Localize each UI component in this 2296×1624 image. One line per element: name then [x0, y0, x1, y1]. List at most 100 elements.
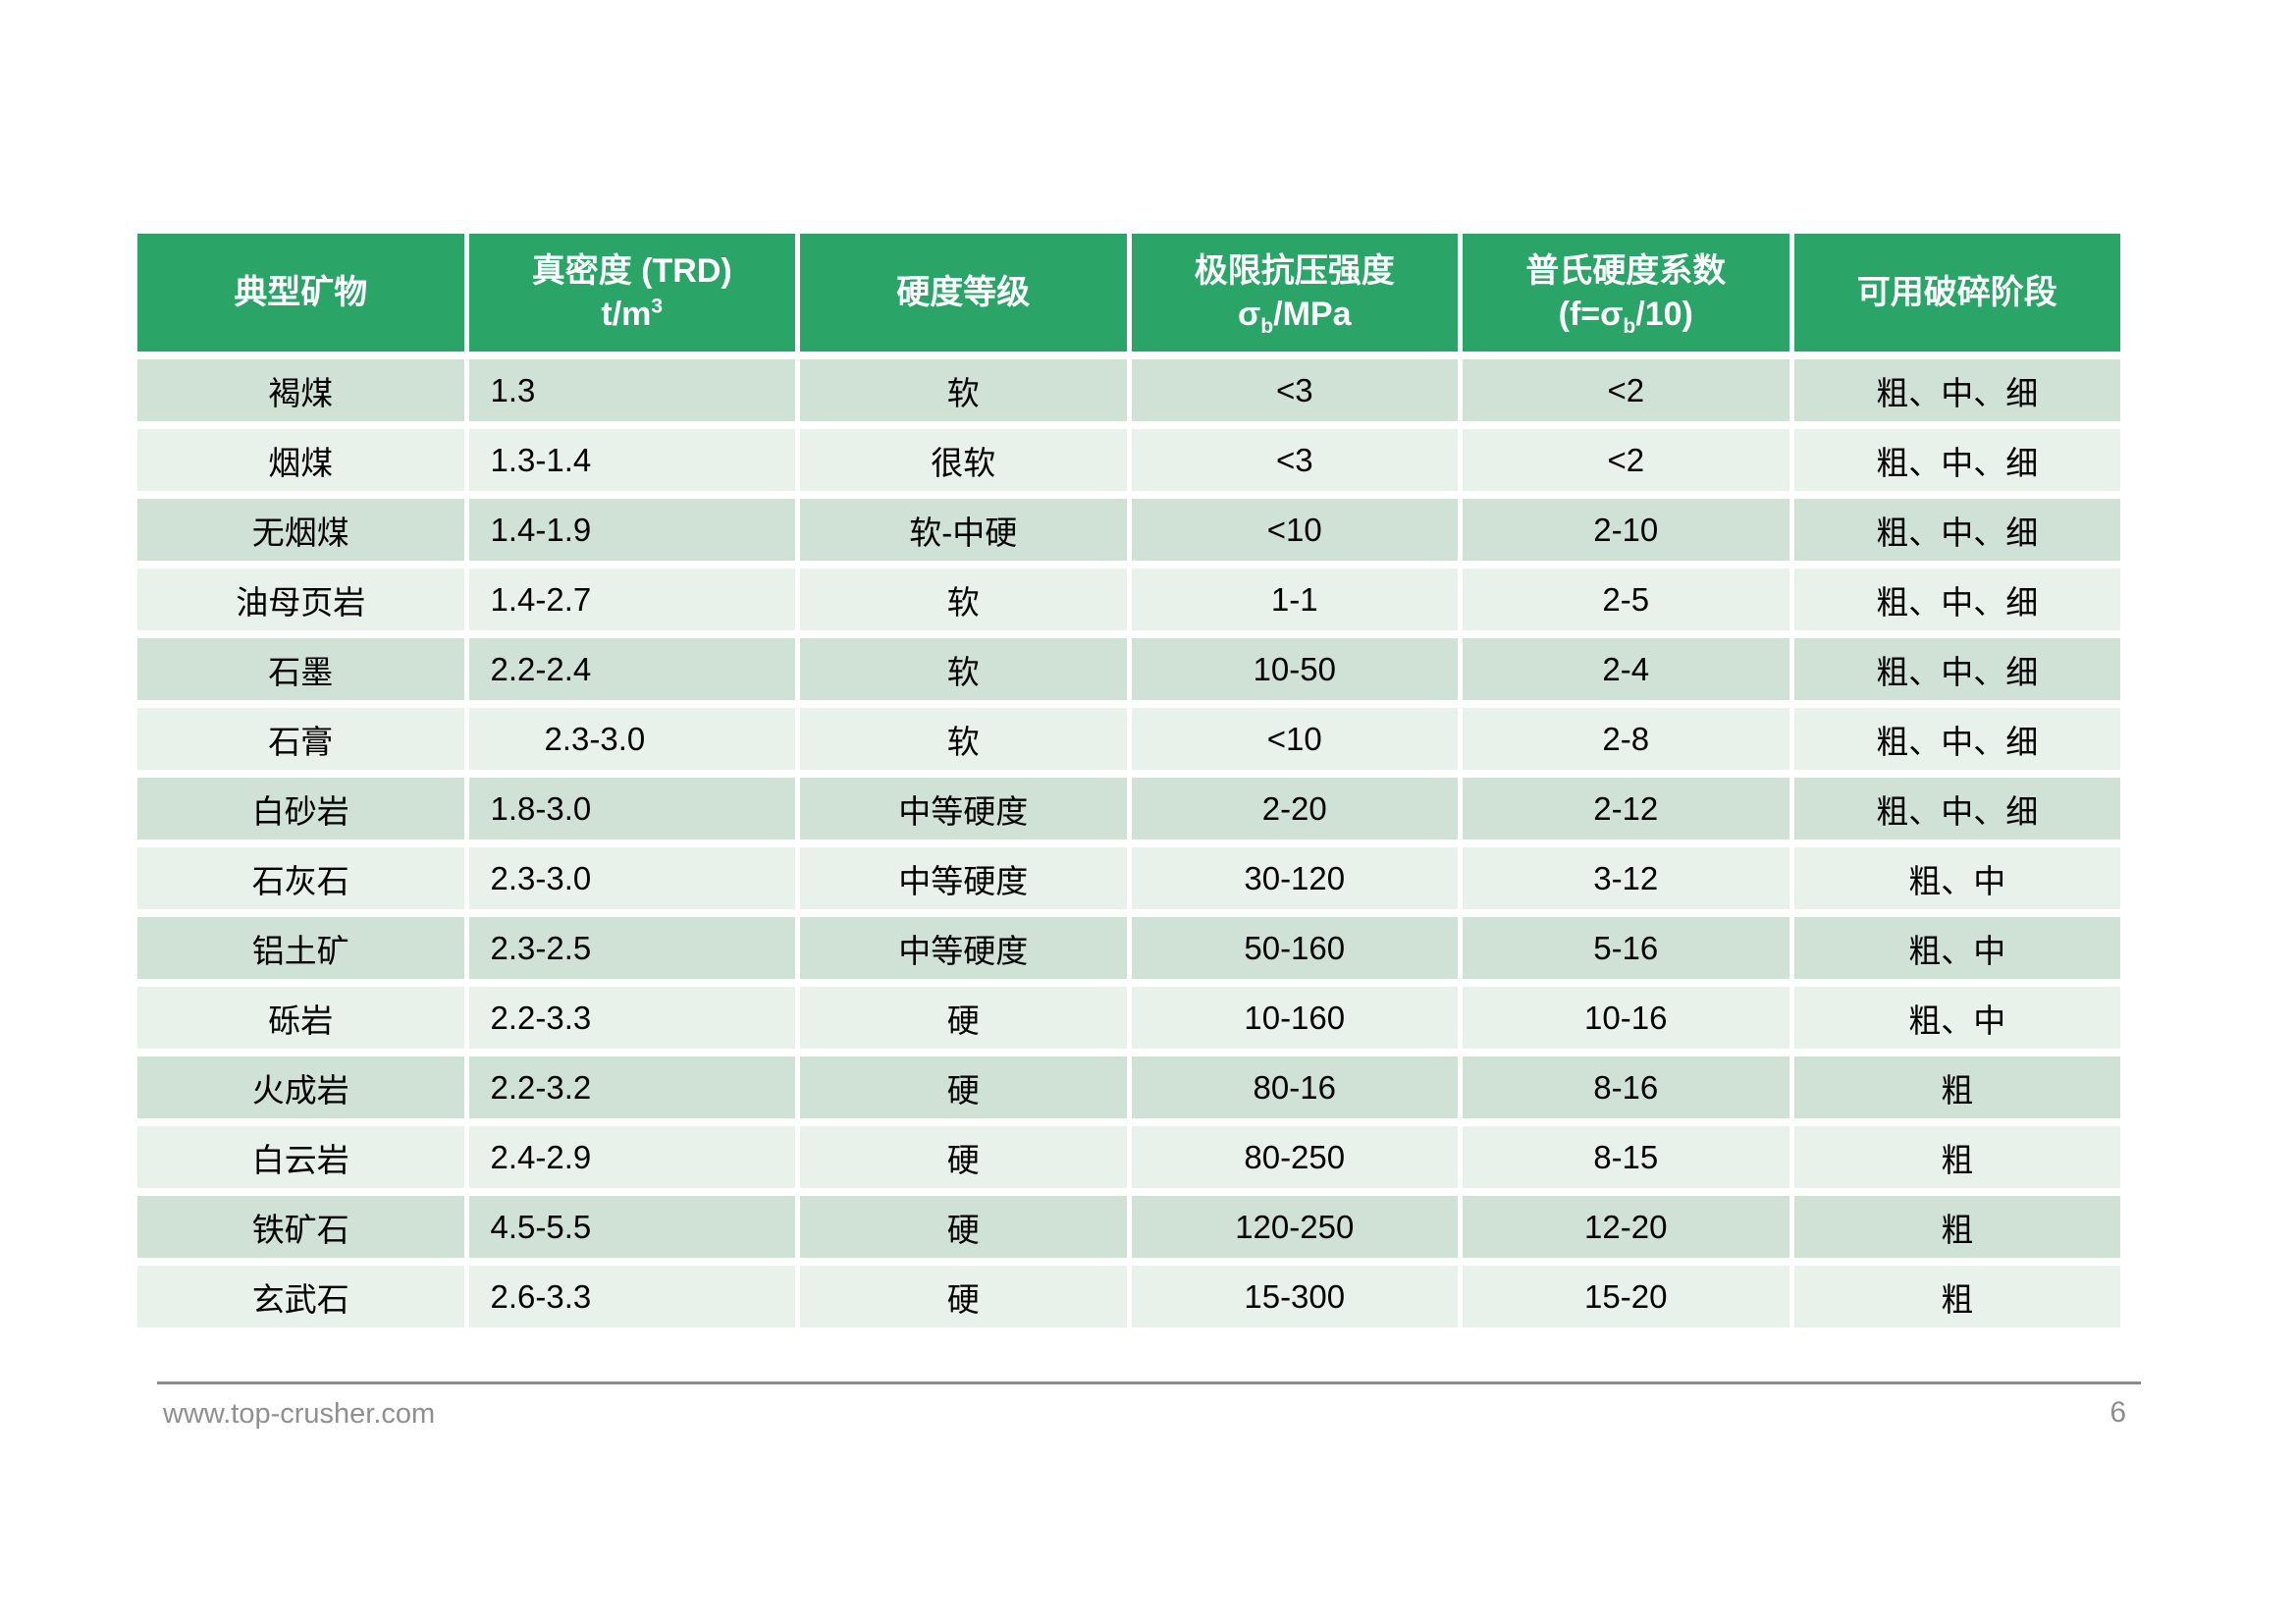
table-cell: 10-160 — [1131, 987, 1458, 1049]
table-cell: 中等硬度 — [800, 847, 1127, 909]
header-cell-coefficient: 普氏硬度系数 (f=σb/10) — [1463, 234, 1789, 352]
table-cell: 2.6-3.3 — [468, 1266, 795, 1327]
table-row: 石膏 2.3-3.0 软 <10 2-8 粗、中、细 — [137, 708, 2120, 770]
table-cell: 1-1 — [1131, 568, 1458, 630]
table-cell: 很软 — [800, 429, 1127, 491]
table-cell: 粗、中、细 — [1793, 568, 2120, 630]
table-cell: <10 — [1131, 708, 1458, 770]
table-cell: 50-160 — [1131, 917, 1458, 979]
table-cell: 2-12 — [1463, 778, 1789, 839]
table-cell: 15-300 — [1131, 1266, 1458, 1327]
table-header-row: 典型矿物 真密度 (TRD) t/m3 硬度等级 极限抗压强度 σb/MPa 普… — [137, 234, 2120, 352]
header-label: 硬度等级 — [896, 273, 1031, 311]
table-cell: 2.3-3.0 — [468, 847, 795, 909]
table-cell: 2.2-3.2 — [468, 1056, 795, 1118]
table-cell: 5-16 — [1463, 917, 1789, 979]
table-row: 玄武石 2.6-3.3 硬 15-300 15-20 粗 — [137, 1266, 2120, 1327]
table-cell: 烟煤 — [137, 429, 464, 491]
table-cell: 粗 — [1793, 1056, 2120, 1118]
table-row: 白云岩 2.4-2.9 硬 80-250 8-15 粗 — [137, 1126, 2120, 1188]
footer-divider — [157, 1381, 2141, 1384]
table-cell: 石膏 — [137, 708, 464, 770]
header-label: 真密度 (TRD) — [531, 251, 732, 290]
table-cell: 粗、中、细 — [1793, 499, 2120, 561]
table-cell: 中等硬度 — [800, 778, 1127, 839]
table-cell: 粗、中、细 — [1793, 359, 2120, 421]
table-row: 砾岩 2.2-3.3 硬 10-160 10-16 粗、中 — [137, 987, 2120, 1049]
table-cell: 2-10 — [1463, 499, 1789, 561]
table-cell: 2.2-3.3 — [468, 987, 795, 1049]
header-label: 典型矿物 — [234, 273, 368, 311]
table-cell: 2.3-2.5 — [468, 917, 795, 979]
table-cell: 8-16 — [1463, 1056, 1789, 1118]
table-cell: 1.4-2.7 — [468, 568, 795, 630]
table-cell: 粗、中 — [1793, 917, 2120, 979]
table-cell: 油母页岩 — [137, 568, 464, 630]
table-cell: 中等硬度 — [800, 917, 1127, 979]
table-cell: 2-4 — [1463, 638, 1789, 700]
table-cell: 硬 — [800, 1196, 1127, 1258]
table-cell: 1.4-1.9 — [468, 499, 795, 561]
header-cell-hardness: 硬度等级 — [800, 234, 1127, 352]
table-cell: 2-8 — [1463, 708, 1789, 770]
table-cell: 砾岩 — [137, 987, 464, 1049]
table-cell: 粗、中、细 — [1793, 778, 2120, 839]
table-cell: 硬 — [800, 1056, 1127, 1118]
table-cell: 硬 — [800, 987, 1127, 1049]
table-cell: 粗 — [1793, 1126, 2120, 1188]
header-label: 极限抗压强度 — [1194, 251, 1395, 290]
table-row: 无烟煤 1.4-1.9 软-中硬 <10 2-10 粗、中、细 — [137, 499, 2120, 561]
table-cell: 2.3-3.0 — [468, 708, 795, 770]
table-cell: <10 — [1131, 499, 1458, 561]
header-cell-mineral: 典型矿物 — [137, 234, 464, 352]
table-row: 石墨 2.2-2.4 软 10-50 2-4 粗、中、细 — [137, 638, 2120, 700]
table-cell: 8-15 — [1463, 1126, 1789, 1188]
table-cell: 粗、中 — [1793, 847, 2120, 909]
table-cell: 软 — [800, 638, 1127, 700]
table-row: 烟煤 1.3-1.4 很软 <3 <2 粗、中、细 — [137, 429, 2120, 491]
table-cell: 粗、中、细 — [1793, 638, 2120, 700]
table-cell: 2-20 — [1131, 778, 1458, 839]
table-cell: 10-50 — [1131, 638, 1458, 700]
table-cell: 无烟煤 — [137, 499, 464, 561]
table-row: 白砂岩 1.8-3.0 中等硬度 2-20 2-12 粗、中、细 — [137, 778, 2120, 839]
table-cell: 软 — [800, 708, 1127, 770]
table-cell: 粗 — [1793, 1196, 2120, 1258]
table-cell: 2.2-2.4 — [468, 638, 795, 700]
table-cell: 石墨 — [137, 638, 464, 700]
table-cell: <2 — [1463, 429, 1789, 491]
table-row: 褐煤 1.3 软 <3 <2 粗、中、细 — [137, 359, 2120, 421]
header-cell-stages: 可用破碎阶段 — [1793, 234, 2120, 352]
table-cell: 10-16 — [1463, 987, 1789, 1049]
table-cell: <3 — [1131, 429, 1458, 491]
table-cell: <2 — [1463, 359, 1789, 421]
table-cell: 白云岩 — [137, 1126, 464, 1188]
table-row: 石灰石 2.3-3.0 中等硬度 30-120 3-12 粗、中 — [137, 847, 2120, 909]
table-cell: 30-120 — [1131, 847, 1458, 909]
table-cell: 火成岩 — [137, 1056, 464, 1118]
table-cell: 1.3-1.4 — [468, 429, 795, 491]
table-cell: 软 — [800, 359, 1127, 421]
table-cell: 3-12 — [1463, 847, 1789, 909]
table-row: 铁矿石 4.5-5.5 硬 120-250 12-20 粗 — [137, 1196, 2120, 1258]
table-cell: 粗、中 — [1793, 987, 2120, 1049]
table-cell: 15-20 — [1463, 1266, 1789, 1327]
header-cell-density: 真密度 (TRD) t/m3 — [468, 234, 795, 352]
table-cell: 粗、中、细 — [1793, 429, 2120, 491]
table-cell: 2-5 — [1463, 568, 1789, 630]
table-cell: 铝土矿 — [137, 917, 464, 979]
table-cell: 12-20 — [1463, 1196, 1789, 1258]
table-cell: 铁矿石 — [137, 1196, 464, 1258]
table-cell: 软-中硬 — [800, 499, 1127, 561]
table-cell: 120-250 — [1131, 1196, 1458, 1258]
table-cell: 玄武石 — [137, 1266, 464, 1327]
table-cell: 硬 — [800, 1126, 1127, 1188]
header-formula: (f=σb/10) — [1558, 296, 1693, 338]
table-cell: 1.8-3.0 — [468, 778, 795, 839]
table-cell: 80-250 — [1131, 1126, 1458, 1188]
table-cell: 褐煤 — [137, 359, 464, 421]
header-cell-strength: 极限抗压强度 σb/MPa — [1131, 234, 1458, 352]
table-cell: 粗 — [1793, 1266, 2120, 1327]
table-cell: 石灰石 — [137, 847, 464, 909]
